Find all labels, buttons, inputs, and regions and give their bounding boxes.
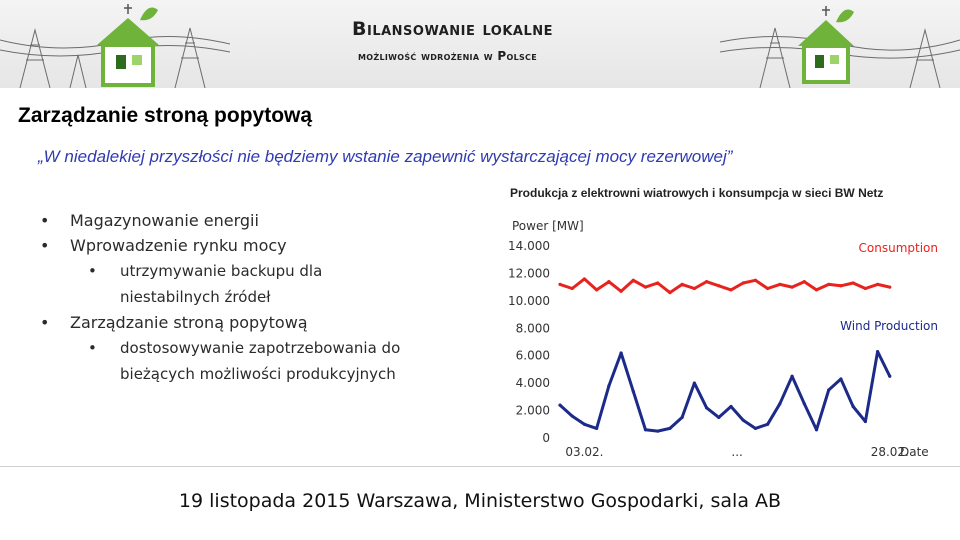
data-point [656,281,660,285]
data-point [741,281,745,285]
bullet-item: Magazynowanie energii [40,208,480,233]
data-point [766,286,770,291]
bullet-item: Wprowadzenie rynku mocy [40,233,480,258]
data-point [863,419,867,424]
data-point [680,282,684,286]
data-point [570,414,574,418]
y-tick-label: 6.000 [516,349,550,363]
series-line-consumption [559,277,891,295]
data-point [778,282,782,286]
data-point [839,284,843,288]
y-axis-label: Power [MW] [512,219,584,233]
data-point [802,280,806,284]
data-point [717,415,721,420]
data-point [643,285,648,289]
data-point [631,389,635,393]
data-point [704,280,709,284]
data-point [692,381,696,385]
data-point [570,286,574,291]
data-point [558,282,562,286]
quote-text: „W niedalekiej przyszłości nie będziemy … [38,147,733,166]
data-point [619,351,623,355]
data-point [704,406,709,410]
data-point [692,286,696,291]
data-point [668,291,672,295]
footer-divider [0,466,960,467]
power-lines-house-illustration-left [0,4,230,88]
data-point [595,288,599,292]
data-point [582,422,587,426]
data-point [802,402,806,406]
house-icon [798,6,854,84]
data-point [814,288,819,292]
legend-label: Consumption [859,241,938,255]
bullet-list: Magazynowanie energii Wprowadzenie rynku… [40,208,480,387]
slide-title: Zarządzanie stroną popytową [18,104,313,127]
power-lines-house-illustration-right [720,6,960,88]
y-tick-label: 0 [542,431,550,445]
chart-caption: Produkcja z elektrowni wiatrowych i kons… [510,186,884,200]
bullet-item: Zarządzanie stroną popytową [40,310,480,335]
data-point [717,284,721,288]
data-point [766,422,770,426]
power-chart: Power [MW] Date 0 2.000 4.000 6.000 8.000 10.… [508,219,938,459]
series-line-wind-production [558,350,892,433]
data-point [888,374,892,378]
data-point [619,289,623,293]
brand-subtitle: możliwość wdrożenia w Polsce [358,49,537,63]
x-tick-label: ... [731,445,742,459]
data-point [680,415,684,420]
data-point [875,282,880,286]
data-point [827,388,831,392]
data-point [790,285,794,289]
data-point [668,426,672,430]
data-point [753,426,758,430]
y-tick-label: 12.000 [508,266,550,280]
data-point [729,404,733,409]
data-point [631,278,635,282]
brand-title: Bilansowanie lokalne [352,18,554,40]
y-tick-label: 8.000 [516,321,550,335]
data-point [875,350,880,354]
house-icon [97,4,159,87]
data-point [753,278,758,282]
data-point [827,282,831,286]
y-tick-label: 14.000 [508,239,550,253]
data-point [607,280,611,284]
data-point [778,402,782,406]
data-point [888,285,892,289]
data-point [607,384,611,388]
data-point [741,418,745,422]
data-point [814,428,819,432]
data-point [582,277,587,281]
data-point [729,288,733,292]
x-tick-label: 28.02. [871,445,909,459]
x-tick-label: 03.02. [565,445,603,459]
data-point [595,426,599,430]
y-tick-label: 10.000 [508,294,550,308]
y-tick-label: 4.000 [516,376,550,390]
x-axis-label: Date [900,445,929,459]
data-point [839,377,843,381]
data-point [790,374,794,378]
header-banner: Bilansowanie lokalne możliwość wdrożenia… [0,0,960,88]
footer-text: 19 listopada 2015 Warszawa, Ministerstwo… [178,490,782,512]
data-point [558,403,562,407]
data-point [851,281,855,285]
data-point [851,404,855,409]
sub-bullet-item: dostosowywanie zapotrzebowania do bieżąc… [88,335,420,387]
sub-bullet-item: utrzymywanie backupu dla niestabilnych ź… [88,258,420,310]
y-tick-label: 2.000 [516,404,550,418]
legend-label: Wind Production [840,319,938,333]
data-point [656,429,660,433]
data-point [643,428,648,432]
data-point [863,286,867,291]
